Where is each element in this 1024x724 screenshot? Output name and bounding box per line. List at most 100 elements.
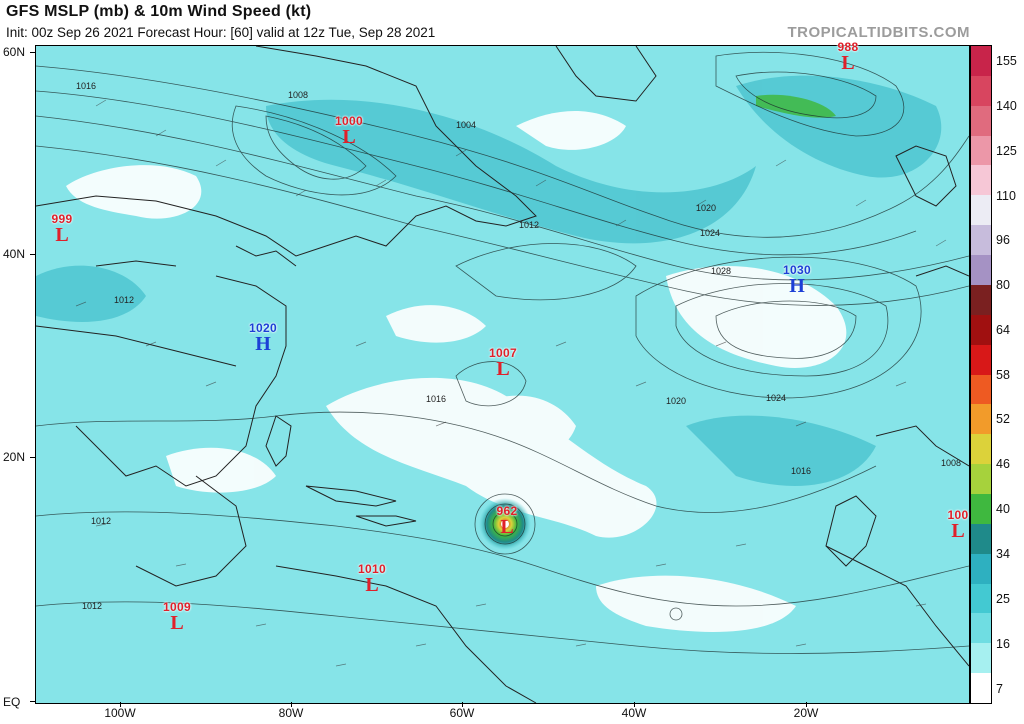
colorbar-segment	[971, 583, 991, 614]
colorbar-label: 40	[996, 502, 1010, 516]
hurricane-eye	[501, 520, 509, 528]
colorbar-segment	[971, 314, 991, 346]
high-pressure-center: 1020 H	[249, 321, 277, 354]
low-symbol: L	[500, 516, 514, 538]
isobar-label: 1020	[696, 203, 716, 213]
colorbar-label: 46	[996, 457, 1010, 471]
low-pressure-center: 988 L	[837, 40, 859, 74]
low-pressure-center: 999 L	[51, 212, 73, 246]
lat-tick	[30, 457, 35, 458]
wind-barbs	[75, 99, 947, 667]
isobar-label: 1008	[288, 90, 308, 100]
pressure-value: 1000	[335, 114, 363, 128]
lon-tick	[462, 702, 463, 707]
colorbar-segment	[971, 553, 991, 585]
colorbar-segment	[971, 165, 991, 196]
low-symbol: L	[496, 358, 510, 380]
brand-watermark[interactable]: TROPICALTIDBITS.COM	[787, 24, 970, 41]
lat-tick	[30, 52, 35, 53]
low-symbol: L	[55, 224, 69, 246]
lon-label-60w: 60W	[449, 706, 475, 720]
colorbar-segment	[971, 493, 991, 525]
low-symbol: L	[841, 52, 855, 74]
low-symbol: L	[951, 520, 965, 542]
isobar-label: 1012	[91, 516, 111, 526]
lon-tick	[806, 702, 807, 707]
pressure-value: 1010	[358, 562, 386, 576]
lon-label-80w: 80W	[278, 706, 304, 720]
colorbar-label: 64	[996, 323, 1010, 337]
lon-label-100w: 100W	[104, 706, 136, 720]
pressure-value: 1009	[163, 600, 191, 614]
lon-tick	[291, 702, 292, 707]
pressure-value: 988	[837, 40, 859, 54]
hurricane-center: 962 L	[496, 504, 518, 538]
isobar-label: 1024	[766, 393, 786, 403]
low-symbol: L	[342, 126, 356, 148]
isobar-label: 1008	[941, 458, 961, 468]
high-symbol: H	[789, 275, 805, 297]
lat-tick	[30, 254, 35, 255]
lon-label-40w: 40W	[621, 706, 647, 720]
low-pressure-center: 1010 L	[358, 562, 386, 596]
low-pressure-center: 1000 L	[335, 114, 363, 148]
pressure-value: 962	[496, 504, 518, 518]
colorbar-segment	[971, 613, 991, 644]
colorbar-label: 34	[996, 547, 1010, 561]
lon-label-20w: 20W	[793, 706, 819, 720]
lon-tick	[634, 702, 635, 707]
pressure-value: 1007	[489, 346, 517, 360]
isobar-label: 1016	[76, 81, 96, 91]
pressure-value: 1030	[783, 263, 811, 277]
colorbar-label: 16	[996, 637, 1010, 651]
lat-label-60n: 60N	[3, 45, 26, 59]
colorbar-segment	[971, 643, 991, 674]
pressure-value: 999	[51, 212, 73, 226]
colorbar-segment	[971, 434, 991, 465]
isobar-label: 1016	[426, 394, 446, 404]
isobar-label: 1012	[519, 220, 539, 230]
colorbar-segment	[971, 105, 991, 137]
colorbar-segment	[971, 225, 991, 256]
lat-label-20n: 20N	[3, 450, 26, 464]
pressure-value: 1020	[249, 321, 277, 335]
high-pressure-center: 1030 H	[783, 263, 811, 297]
low-pressure-center: 1009 L	[163, 600, 191, 634]
isobar-label: 1024	[700, 228, 720, 238]
colorbar-segment	[971, 523, 991, 555]
low-symbol: L	[170, 612, 184, 634]
colorbar-segment	[971, 374, 991, 405]
map-title: GFS MSLP (mb) & 10m Wind Speed (kt)	[6, 3, 312, 20]
lon-tick	[120, 702, 121, 707]
map-canvas: 1016 1008 1004 1012 1024 1028 1020 1012 …	[36, 46, 969, 703]
colorbar-segment	[971, 404, 991, 435]
low-symbol: L	[365, 574, 379, 596]
isobar-label: 1004	[456, 120, 476, 130]
gale-band	[756, 94, 836, 118]
calm-wind-zones	[66, 111, 847, 632]
colorbar-label: 25	[996, 592, 1010, 606]
colorbar-segment	[971, 46, 991, 77]
isobar-labels: 1016 1008 1004 1012 1024 1028 1020 1012 …	[76, 81, 961, 611]
lat-label-40n: 40N	[3, 247, 26, 261]
map-subtitle: Init: 00z Sep 26 2021 Forecast Hour: [60…	[6, 25, 436, 40]
colorbar-label: 96	[996, 233, 1010, 247]
colorbar-label: 155	[996, 54, 1017, 68]
colorbar-segment	[971, 673, 991, 703]
colorbar-label: 52	[996, 412, 1010, 426]
pressure-value: 100	[947, 508, 969, 522]
colorbar-segment	[971, 344, 991, 375]
isobar-label: 1028	[711, 266, 731, 276]
isobars	[36, 51, 969, 654]
isobar-label: 1016	[791, 466, 811, 476]
colorbar-label: 80	[996, 278, 1010, 292]
isobar-label: 1020	[666, 396, 686, 406]
colorbar-label: 58	[996, 368, 1010, 382]
land-outlines	[36, 46, 969, 703]
colorbar-segment	[971, 75, 991, 107]
wind-speed-colorbar	[970, 45, 992, 704]
low-pressure-center: 1007 L	[489, 346, 517, 380]
colorbar-label: 125	[996, 144, 1017, 158]
weather-map[interactable]: 1016 1008 1004 1012 1024 1028 1020 1012 …	[35, 45, 970, 704]
colorbar-segment	[971, 195, 991, 226]
